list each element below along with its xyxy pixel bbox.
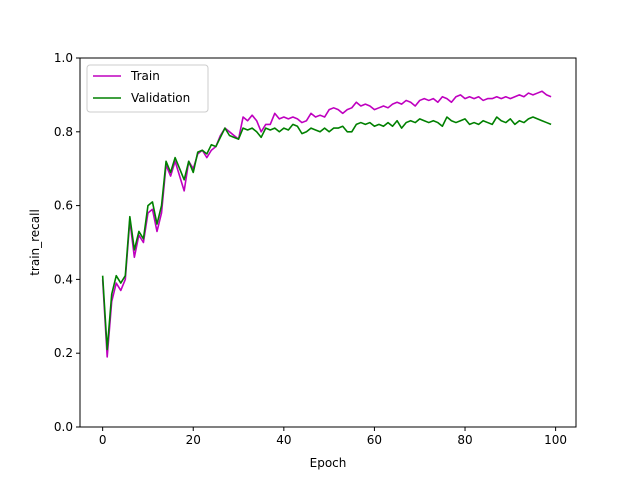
plot-lines [101, 90, 552, 358]
plot-area-frame [79, 57, 577, 428]
y-tick-label: 0.8 [54, 125, 73, 139]
x-tick-label: 80 [457, 433, 472, 447]
legend: Train Validation [86, 64, 209, 113]
y-tick-label: 1.0 [54, 51, 73, 65]
y-axis-label: train_recall [28, 209, 42, 276]
y-tick-label: 0.6 [54, 199, 73, 213]
x-axis-label: Epoch [310, 456, 347, 470]
y-tick-label: 0.0 [54, 420, 73, 434]
x-tick-label: 20 [186, 433, 201, 447]
series-line-train [101, 90, 552, 358]
y-tick-label: 0.2 [54, 346, 73, 360]
x-tick-label: 0 [99, 433, 107, 447]
x-tick-label: 40 [276, 433, 291, 447]
series-line-validation [101, 116, 552, 351]
y-tick-label: 0.4 [54, 272, 73, 286]
x-axis-ticks: 0 20 40 60 80 100 [99, 427, 567, 447]
x-tick-label: 60 [367, 433, 382, 447]
legend-label-train: Train [130, 69, 160, 83]
legend-label-validation: Validation [131, 91, 190, 105]
x-tick-label: 100 [544, 433, 567, 447]
y-axis-ticks: 0.0 0.2 0.4 0.6 0.8 1.0 [54, 51, 80, 434]
